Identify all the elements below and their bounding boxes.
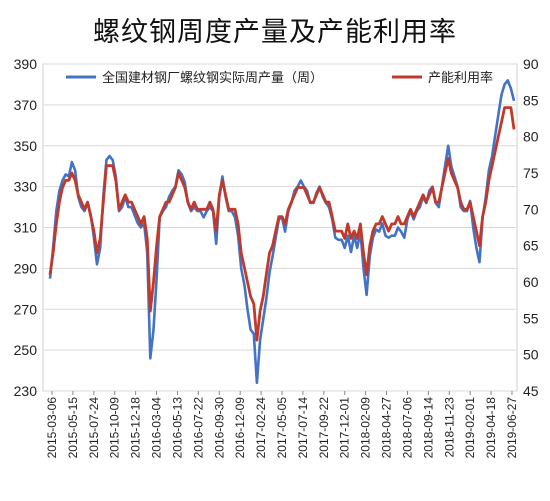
left-axis-ticks: 230 250 270 290 310 330 350 370 390 <box>14 56 38 399</box>
x-axis-ticks: 2015-03-06 2015-05-15 2015-07-24 2015-10-09… <box>45 397 519 459</box>
x-tick-label: 2016-05-13 <box>170 397 184 459</box>
series-lines <box>48 79 516 385</box>
chart-title: 螺纹钢周度产量及产能利用率 <box>93 17 457 48</box>
right-tick-label: 45 <box>523 383 539 399</box>
x-tick-label: 2017-07-14 <box>296 397 310 459</box>
x-tick-label: 2016-03-04 <box>150 397 164 459</box>
right-tick-label: 70 <box>523 201 539 217</box>
right-tick-label: 50 <box>523 347 539 363</box>
x-tick-label: 2016-09-30 <box>212 397 226 459</box>
x-tick-label: 2017-09-22 <box>317 397 331 459</box>
left-tick-label: 390 <box>14 56 38 72</box>
right-tick-label: 55 <box>523 310 539 326</box>
right-tick-label: 90 <box>523 56 539 72</box>
x-tick-label: 2015-03-06 <box>45 397 59 459</box>
left-tick-label: 350 <box>14 138 38 154</box>
x-tick-label: 2019-02-01 <box>463 397 477 459</box>
x-tick-label: 2015-05-15 <box>66 397 80 459</box>
x-tick-label: 2015-12-18 <box>129 397 143 459</box>
x-tick-label: 2017-12-01 <box>338 397 352 459</box>
left-tick-label: 270 <box>14 301 38 317</box>
x-tick-label: 2018-09-14 <box>421 397 435 459</box>
left-tick-label: 310 <box>14 220 38 236</box>
right-tick-label: 85 <box>523 92 539 108</box>
right-tick-label: 75 <box>523 165 539 181</box>
left-tick-label: 290 <box>14 260 38 276</box>
left-tick-label: 250 <box>14 342 38 358</box>
right-tick-label: 65 <box>523 238 539 254</box>
right-axis-ticks: 45 50 55 60 65 70 75 80 85 90 <box>523 56 539 399</box>
x-tick-label: 2019-06-27 <box>505 397 519 459</box>
x-tick-label: 2015-10-09 <box>108 397 122 459</box>
left-tick-label: 370 <box>14 97 38 113</box>
left-tick-label: 230 <box>14 383 38 399</box>
right-tick-label: 60 <box>523 274 539 290</box>
x-tick-label: 2018-02-09 <box>359 397 373 459</box>
x-tick-label: 2016-12-09 <box>233 397 247 459</box>
legend-label-production: 全国建材钢厂螺纹钢实际周产量（周） <box>102 70 323 86</box>
x-tick-label: 2017-05-05 <box>275 397 289 459</box>
x-tick-label: 2019-04-18 <box>484 397 498 459</box>
legend-label-utilization: 产能利用率 <box>428 70 493 86</box>
x-tick-label: 2016-07-22 <box>191 397 205 459</box>
series-line-1 <box>48 106 516 342</box>
x-tick-label: 2018-11-23 <box>442 397 456 458</box>
left-tick-label: 330 <box>14 179 38 195</box>
gridlines <box>43 63 517 395</box>
right-tick-label: 80 <box>523 129 539 145</box>
x-tick-label: 2018-07-06 <box>400 397 414 459</box>
x-tick-label: 2017-02-24 <box>254 397 268 459</box>
legend: 全国建材钢厂螺纹钢实际周产量（周） 产能利用率 <box>66 70 493 86</box>
x-tick-label: 2015-07-24 <box>87 397 101 459</box>
x-tick-label: 2018-04-27 <box>380 397 394 459</box>
